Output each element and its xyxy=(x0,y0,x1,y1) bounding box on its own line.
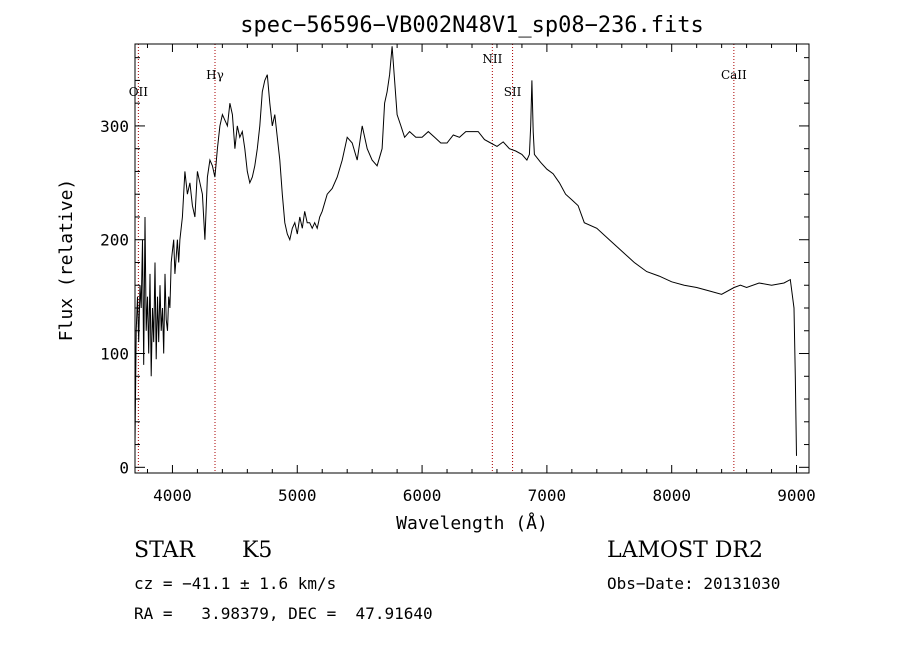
y-tick-label: 300 xyxy=(100,117,129,136)
cz-value: cz = −41.1 ± 1.6 km/s xyxy=(134,574,337,593)
x-tick-label: 4000 xyxy=(153,486,192,505)
y-axis: 0 100 200 300 xyxy=(100,57,809,477)
x-axis: 4000 5000 6000 7000 8000 9000 xyxy=(146,44,816,505)
chart-title: spec−56596−VB002N48V1_sp08−236.fits xyxy=(240,13,704,38)
object-subclass: K5 xyxy=(242,538,273,563)
x-tick-label: 7000 xyxy=(528,486,567,505)
x-tick-label: 8000 xyxy=(652,486,691,505)
spectral-line-label-4: SII xyxy=(504,85,522,99)
object-class: STAR xyxy=(134,538,195,563)
survey-name: LAMOST DR2 xyxy=(607,538,763,563)
y-tick-label: 100 xyxy=(100,345,129,364)
coordinates: RA = 3.98379, DEC = 47.91640 xyxy=(134,604,433,623)
x-axis-label: Wavelength (Å) xyxy=(396,512,548,534)
x-tick-label: 6000 xyxy=(403,486,442,505)
plot-frame xyxy=(134,43,810,474)
spectral-line-label-2: Hγ xyxy=(206,68,224,82)
spectral-line-labels: OII Hγ NII SII CaII xyxy=(129,52,747,99)
y-tick-label: 0 xyxy=(119,458,129,477)
y-tick-label: 200 xyxy=(100,231,129,250)
x-tick-label: 9000 xyxy=(777,486,816,505)
spectral-line-label-1: OII xyxy=(129,85,149,99)
spectral-line-label-5: CaII xyxy=(721,68,747,82)
spectrum-line xyxy=(134,46,797,456)
y-axis-label: Flux (relative) xyxy=(56,179,77,342)
spectral-line-markers xyxy=(137,44,735,473)
x-tick-label: 5000 xyxy=(278,486,317,505)
obs-date: Obs−Date: 20131030 xyxy=(607,574,781,593)
spectral-line-label-3: NII xyxy=(482,52,502,66)
